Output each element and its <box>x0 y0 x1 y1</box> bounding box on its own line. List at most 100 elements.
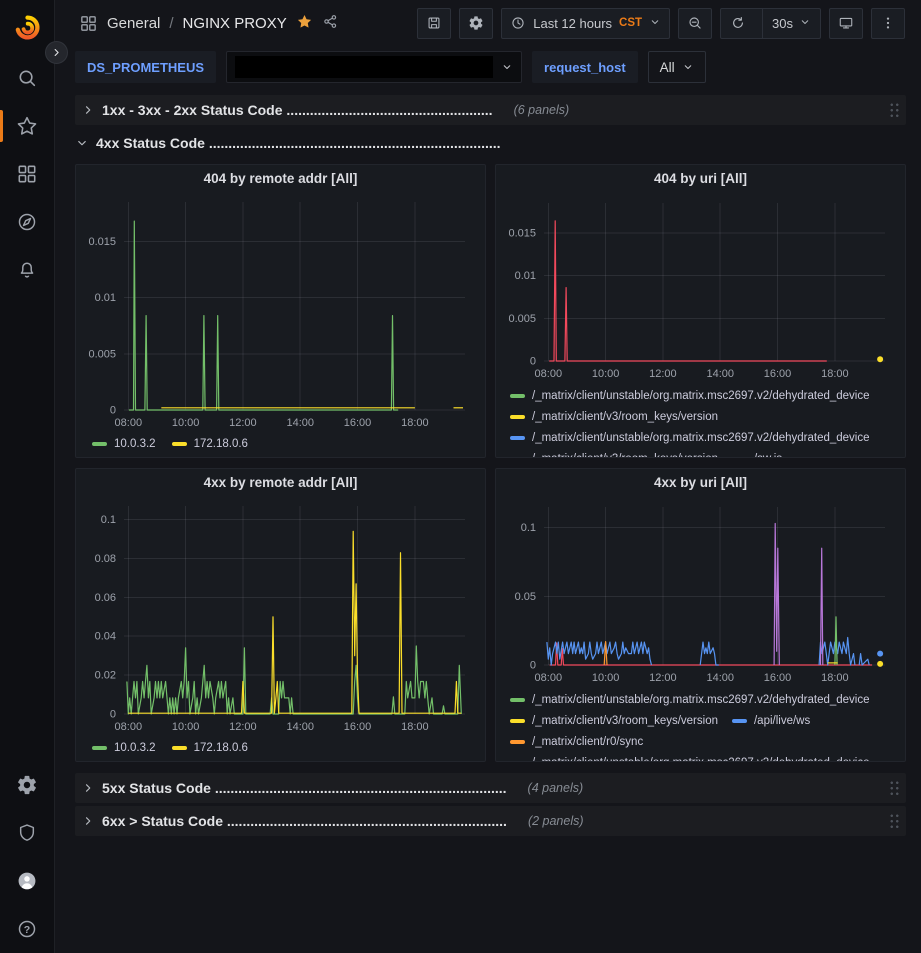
dashboards-grid-icon <box>16 163 38 185</box>
svg-text:12:00: 12:00 <box>229 721 257 733</box>
legend-swatch <box>510 698 525 702</box>
breadcrumb-separator: / <box>169 15 173 32</box>
legend-label: /_matrix/client/unstable/org.matrix.msc2… <box>532 432 870 444</box>
gear-icon <box>468 15 484 31</box>
favorite-star-button[interactable] <box>296 13 313 33</box>
breadcrumb-folder[interactable]: General <box>107 15 160 32</box>
zoom-out-button[interactable] <box>678 8 712 39</box>
panel-title[interactable]: 404 by uri [All] <box>502 165 899 193</box>
row-6xx[interactable]: 6xx > Status Code ......................… <box>75 806 906 836</box>
legend-item[interactable]: /_matrix/client/unstable/org.matrix.msc2… <box>510 385 870 406</box>
dashboard-title[interactable]: NGINX PROXY <box>183 15 287 32</box>
apps-grid-icon[interactable] <box>79 14 98 33</box>
legend-item[interactable]: /api/live/ws <box>732 710 810 731</box>
timeseries-chart[interactable]: 08:0010:0012:0014:0016:0018:0000.0050.01… <box>502 193 899 383</box>
legend-item[interactable]: 172.18.0.6 <box>172 434 248 455</box>
legend-label: /_matrix/client/v3/room_keys/version <box>532 715 718 727</box>
panel-title[interactable]: 404 by remote addr [All] <box>82 165 479 192</box>
row-drag-handle[interactable] <box>889 780 900 796</box>
grafana-app: General / NGINX PROXY Last 12 hours CST <box>0 0 921 953</box>
legend-label: /_matrix/client/r0/sync <box>532 736 643 748</box>
svg-text:10:00: 10:00 <box>172 417 200 429</box>
refresh-button[interactable] <box>721 9 755 38</box>
legend-item[interactable]: /sw.js <box>732 448 782 457</box>
svg-text:18:00: 18:00 <box>401 721 429 733</box>
row-4xx[interactable]: 4xx Status Code ........................… <box>75 128 906 158</box>
share-button[interactable] <box>322 13 339 33</box>
legend-item[interactable]: /_matrix/client/unstable/org.matrix.msc2… <box>510 689 870 710</box>
sidebar-item-dashboards[interactable] <box>0 150 54 198</box>
chevron-right-icon <box>81 814 95 828</box>
dashboard-settings-button[interactable] <box>459 8 493 39</box>
row-5xx[interactable]: 5xx Status Code ........................… <box>75 773 906 803</box>
row-1xx-3xx-2xx[interactable]: 1xx - 3xx - 2xx Status Code ............… <box>75 95 906 125</box>
variable-label-ds-prometheus[interactable]: DS_PROMETHEUS <box>75 51 216 83</box>
panel-4xx-by-uri: 4xx by uri [All] 08:0010:0012:0014:0016:… <box>495 468 906 762</box>
sidebar-item-configuration[interactable] <box>0 761 54 809</box>
avatar <box>16 870 38 892</box>
more-options-button[interactable] <box>871 8 905 39</box>
chevron-down-icon <box>799 16 811 31</box>
legend-item[interactable]: /_matrix/client/v3/room_keys/version <box>510 710 718 731</box>
sidebar-item-search[interactable] <box>0 54 54 102</box>
legend-item[interactable]: 172.18.0.6 <box>172 738 248 759</box>
legend-item[interactable]: /_matrix/client/v3/room_keys/version <box>510 406 718 427</box>
svg-text:0.01: 0.01 <box>515 270 536 282</box>
sidebar-item-profile[interactable] <box>0 857 54 905</box>
timeseries-chart[interactable]: 08:0010:0012:0014:0016:0018:0000.050.1 <box>502 497 899 687</box>
svg-text:0.1: 0.1 <box>101 514 116 526</box>
legend-item[interactable]: /_matrix/client/unstable/org.matrix.msc2… <box>510 427 870 448</box>
row-panel-count: (4 panels) <box>528 781 584 795</box>
timeseries-chart[interactable]: 08:0010:0012:0014:0016:0018:0000.0050.01… <box>82 192 479 432</box>
save-dashboard-button[interactable] <box>417 8 451 39</box>
row-panel-count: (2 panels) <box>528 814 584 828</box>
chevron-right-icon <box>50 46 63 59</box>
variable-value-request-host[interactable]: All <box>648 51 706 83</box>
sidebar-item-explore[interactable] <box>0 198 54 246</box>
sidebar-item-starred[interactable] <box>0 102 54 150</box>
svg-text:0: 0 <box>530 660 536 672</box>
legend-swatch <box>172 746 187 750</box>
variable-label-request-host[interactable]: request_host <box>532 51 638 83</box>
grafana-logo-icon <box>14 14 41 41</box>
panel-title[interactable]: 4xx by uri [All] <box>502 469 899 497</box>
panel-legend: /_matrix/client/unstable/org.matrix.msc2… <box>502 383 899 457</box>
svg-text:0.005: 0.005 <box>508 313 536 325</box>
chevron-down-icon <box>75 136 89 150</box>
svg-text:0.04: 0.04 <box>95 631 116 643</box>
tv-mode-button[interactable] <box>829 8 863 39</box>
legend-item[interactable]: /_matrix/client/r0/sync <box>510 731 643 752</box>
legend-label: 10.0.3.2 <box>114 438 156 450</box>
row-title: 4xx Status Code ........................… <box>96 135 501 151</box>
row-drag-handle[interactable] <box>889 813 900 829</box>
svg-text:0.02: 0.02 <box>95 670 116 682</box>
legend-item[interactable]: /_matrix/client/v3/room_keys/version <box>510 448 718 457</box>
row-drag-handle[interactable] <box>889 102 900 118</box>
svg-text:0.06: 0.06 <box>95 592 116 604</box>
chevron-down-icon <box>682 61 694 73</box>
svg-text:12:00: 12:00 <box>649 672 677 684</box>
variable-value-ds-prometheus[interactable] <box>226 51 522 83</box>
timeseries-chart[interactable]: 08:0010:0012:0014:0016:0018:0000.020.040… <box>82 496 479 736</box>
panel-title[interactable]: 4xx by remote addr [All] <box>82 469 479 496</box>
svg-text:14:00: 14:00 <box>706 672 734 684</box>
breadcrumb: General / NGINX PROXY <box>79 13 339 33</box>
svg-text:0.015: 0.015 <box>508 227 536 239</box>
sidebar-item-help[interactable] <box>0 905 54 953</box>
time-range-picker[interactable]: Last 12 hours CST <box>501 8 670 39</box>
svg-text:0.05: 0.05 <box>515 591 536 603</box>
sidebar-item-alerting[interactable] <box>0 246 54 294</box>
chevron-down-icon <box>501 61 513 73</box>
sidebar-item-server-admin[interactable] <box>0 809 54 857</box>
legend-label: 172.18.0.6 <box>194 438 248 450</box>
refresh-interval-dropdown[interactable]: 30s <box>762 9 820 38</box>
legend-item[interactable]: 10.0.3.2 <box>92 738 156 759</box>
timezone-label: CST <box>619 17 642 29</box>
legend-swatch <box>510 719 525 723</box>
legend-item[interactable]: 10.0.3.2 <box>92 434 156 455</box>
legend-item[interactable]: /_matrix/client/unstable/org.matrix.msc2… <box>510 752 870 761</box>
legend-swatch <box>510 394 525 398</box>
panel-404-by-remote-addr: 404 by remote addr [All] 08:0010:0012:00… <box>75 164 486 458</box>
legend-label: 172.18.0.6 <box>194 742 248 754</box>
sidebar-expand-button[interactable] <box>45 41 68 64</box>
